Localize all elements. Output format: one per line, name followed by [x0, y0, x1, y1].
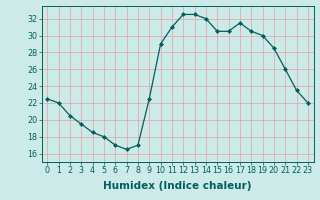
X-axis label: Humidex (Indice chaleur): Humidex (Indice chaleur) — [103, 181, 252, 191]
